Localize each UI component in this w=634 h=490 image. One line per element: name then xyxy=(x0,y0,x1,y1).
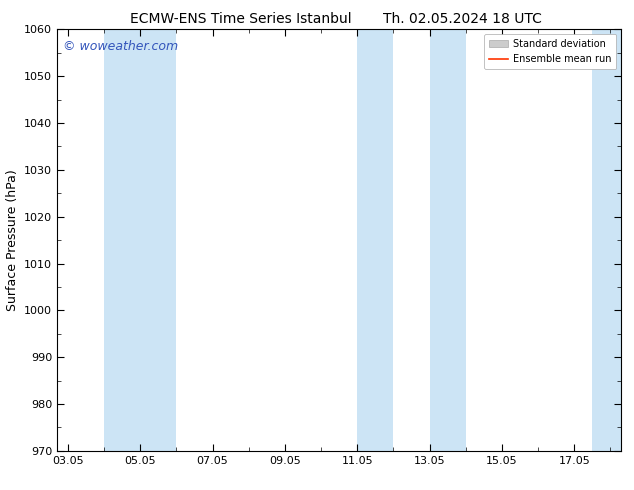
Text: ECMW-ENS Time Series Istanbul: ECMW-ENS Time Series Istanbul xyxy=(130,12,352,26)
Text: © woweather.com: © woweather.com xyxy=(63,40,178,53)
Bar xyxy=(104,29,140,451)
Text: Th. 02.05.2024 18 UTC: Th. 02.05.2024 18 UTC xyxy=(384,12,542,26)
Bar xyxy=(358,29,394,451)
Bar xyxy=(592,29,628,451)
Bar xyxy=(430,29,466,451)
Y-axis label: Surface Pressure (hPa): Surface Pressure (hPa) xyxy=(6,169,18,311)
Legend: Standard deviation, Ensemble mean run: Standard deviation, Ensemble mean run xyxy=(484,34,616,69)
Bar xyxy=(140,29,176,451)
